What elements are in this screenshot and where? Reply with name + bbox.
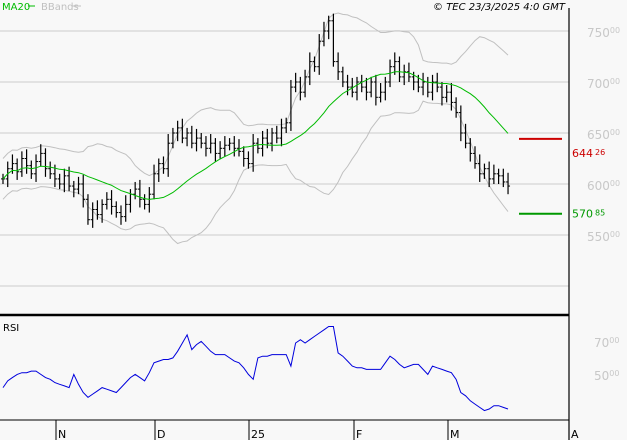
price-gridlines xyxy=(0,30,569,287)
time-axis: N D 25 F M A xyxy=(55,420,579,440)
copyright-timestamp: © TEC 23/3/2025 4:0 GMT xyxy=(433,2,566,13)
month-label: 25 xyxy=(251,428,265,440)
price-tick-label: 55000 xyxy=(587,230,620,244)
bollinger-bands xyxy=(2,12,509,245)
resistance-label: 644 26 xyxy=(572,147,605,160)
price-bars xyxy=(1,13,511,228)
month-label: A xyxy=(571,428,579,440)
rsi-title: RSI xyxy=(3,323,19,334)
rsi-panel: 7000 5000 xyxy=(2,326,619,412)
rsi-tick-label: 5000 xyxy=(594,369,619,383)
price-tick-label: 60000 xyxy=(587,179,620,193)
legend-bbands: BBands xyxy=(41,2,79,13)
price-tick-label: 70000 xyxy=(587,77,620,91)
legend-ma20: MA20 xyxy=(2,2,30,13)
ma20-line xyxy=(2,71,509,200)
month-label: M xyxy=(450,428,460,440)
month-label: N xyxy=(58,428,66,440)
support-label: 570 85 xyxy=(572,208,605,221)
month-label: F xyxy=(356,428,362,440)
month-label: D xyxy=(157,428,165,440)
rsi-line xyxy=(2,326,509,412)
bband-lower xyxy=(2,100,509,245)
bband-upper xyxy=(2,12,509,177)
ma20-line xyxy=(2,71,509,200)
price-tick-label: 65000 xyxy=(587,128,620,142)
support-resistance-levels: 644 26 570 85 xyxy=(519,137,605,221)
rsi-tick-label: 7000 xyxy=(594,336,619,350)
price-tick-label: 75000 xyxy=(587,26,620,40)
price-axis-labels: 75000 70000 65000 60000 55000 xyxy=(587,26,620,244)
